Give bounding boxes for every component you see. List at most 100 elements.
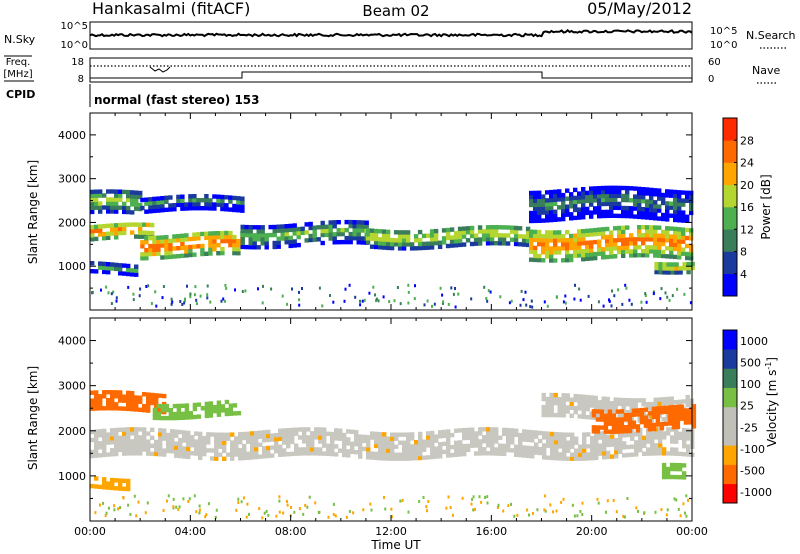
velocity-cell bbox=[637, 509, 639, 513]
power-cell bbox=[98, 261, 103, 266]
velocity-cell bbox=[193, 494, 196, 498]
power-cell bbox=[122, 222, 127, 228]
velocity-cell bbox=[138, 399, 143, 404]
power-cell bbox=[148, 251, 153, 257]
velocity-cell bbox=[678, 451, 683, 457]
velocity-cell bbox=[382, 436, 387, 441]
power-cell bbox=[669, 189, 674, 194]
power-cell bbox=[292, 231, 297, 236]
power-cell bbox=[564, 294, 567, 298]
power-cell bbox=[685, 218, 690, 223]
power-cell bbox=[413, 246, 419, 251]
power-cell bbox=[533, 218, 538, 224]
power-cell bbox=[597, 190, 602, 195]
power-cell bbox=[629, 237, 634, 242]
power-cell bbox=[180, 233, 185, 238]
power-cell bbox=[629, 198, 634, 203]
velocity-cell bbox=[574, 440, 579, 445]
velocity-cell bbox=[422, 443, 427, 448]
velocity-cell bbox=[603, 421, 609, 426]
power-cell bbox=[649, 233, 654, 238]
velocity-cell bbox=[544, 509, 547, 513]
power-cell bbox=[421, 245, 427, 251]
power-cell bbox=[122, 201, 127, 207]
power-cell bbox=[344, 287, 347, 291]
power-cell bbox=[132, 298, 135, 302]
power-cell bbox=[485, 225, 491, 230]
velocity-cell bbox=[577, 398, 582, 403]
power-cell bbox=[677, 218, 682, 223]
velocity-cell bbox=[160, 403, 166, 409]
power-cell bbox=[320, 232, 325, 238]
power-cell bbox=[184, 245, 189, 250]
power-cell bbox=[669, 213, 674, 218]
power-cell bbox=[160, 255, 165, 260]
velocity-cell bbox=[610, 434, 615, 439]
power-cell bbox=[171, 300, 174, 304]
power-cell bbox=[372, 285, 375, 289]
power-cell bbox=[340, 227, 345, 233]
velocity-cell bbox=[242, 435, 247, 441]
velocity-cell bbox=[557, 397, 562, 402]
velocity-cell bbox=[502, 509, 505, 513]
power-cell bbox=[629, 233, 634, 238]
velocity-cell bbox=[160, 407, 166, 413]
power-cell bbox=[90, 229, 95, 234]
power-cell bbox=[537, 210, 542, 215]
velocity-cell bbox=[651, 426, 657, 432]
power-cell bbox=[148, 247, 153, 253]
power-cell bbox=[641, 187, 646, 192]
velocity-cell bbox=[278, 432, 283, 437]
power-cell bbox=[122, 226, 127, 232]
velocity-cell bbox=[582, 444, 587, 449]
power-cell bbox=[633, 206, 638, 211]
velocity-cell bbox=[665, 400, 670, 406]
power-cell bbox=[609, 250, 614, 255]
power-cell bbox=[685, 243, 690, 249]
power-cell bbox=[164, 255, 169, 260]
power-cell bbox=[405, 230, 411, 235]
velocity-cell bbox=[581, 414, 586, 419]
power-cell bbox=[164, 199, 169, 204]
power-cell bbox=[260, 229, 265, 234]
power-cell bbox=[676, 287, 679, 291]
velocity-cell bbox=[113, 508, 116, 512]
velocity-cell bbox=[160, 415, 166, 421]
power-cell bbox=[180, 245, 185, 250]
power-cell bbox=[673, 238, 678, 244]
power-cell bbox=[581, 207, 586, 212]
power-cell bbox=[389, 245, 395, 251]
velocity-cell bbox=[677, 463, 683, 468]
power-cell bbox=[328, 236, 333, 241]
power-cell bbox=[332, 300, 335, 304]
velocity-cell bbox=[682, 452, 687, 457]
power-cell bbox=[286, 302, 289, 306]
velocity-cell bbox=[194, 439, 199, 444]
velocity-cell bbox=[314, 501, 317, 505]
velocity-cell bbox=[234, 448, 239, 453]
velocity-cell bbox=[494, 431, 499, 436]
velocity-cell bbox=[543, 508, 546, 512]
power-cell bbox=[608, 299, 611, 303]
power-cell bbox=[611, 289, 613, 293]
power-cell bbox=[533, 253, 538, 259]
power-cell bbox=[164, 251, 169, 256]
power-cell bbox=[206, 293, 209, 297]
velocity-cell bbox=[238, 440, 243, 445]
velocity-cell bbox=[114, 478, 119, 483]
power-cell bbox=[666, 270, 671, 275]
power-cell bbox=[106, 270, 111, 275]
power-cell bbox=[581, 195, 586, 200]
velocity-cell bbox=[486, 495, 489, 499]
power-cell bbox=[533, 257, 538, 263]
power-cell bbox=[617, 205, 622, 211]
velocity-cell bbox=[369, 502, 372, 506]
power-cell bbox=[449, 239, 455, 244]
velocity-colorbar-swatch bbox=[723, 368, 737, 388]
power-cell bbox=[152, 235, 157, 241]
power-cell bbox=[665, 238, 670, 243]
power-cell bbox=[216, 198, 221, 203]
nsky-panel: N.Sky 10^5 10^0 10^5 10^0 N.Search bbox=[4, 21, 796, 57]
power-cell bbox=[653, 192, 658, 197]
power-cell bbox=[625, 286, 628, 290]
